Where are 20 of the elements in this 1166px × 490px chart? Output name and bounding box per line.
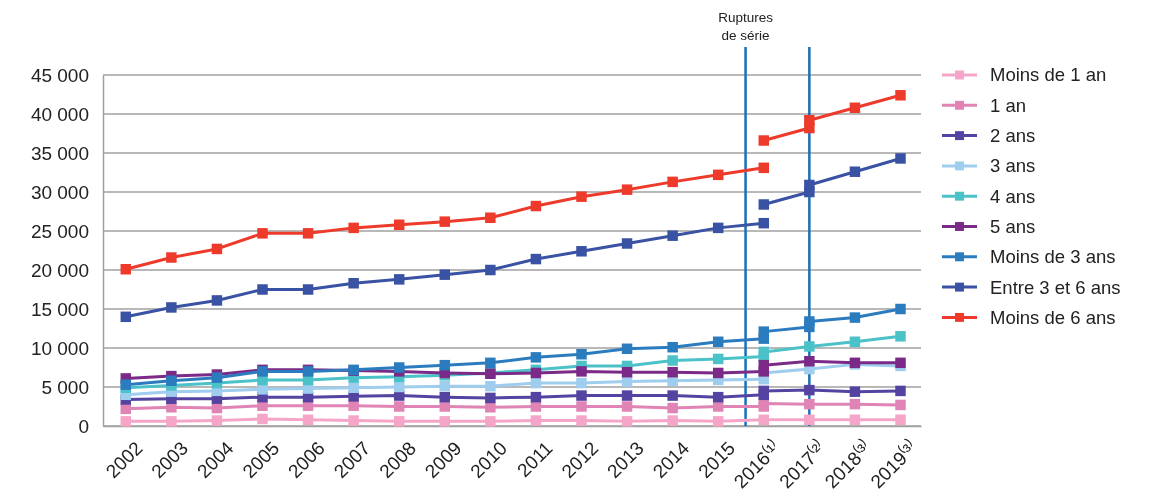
legend-label: 5 ans — [990, 215, 1036, 237]
y-tick-label: 45 000 — [30, 64, 89, 86]
y-tick-label: 25 000 — [30, 220, 89, 242]
legend-label: Moins de 1 an — [990, 64, 1107, 86]
y-tick-label: 20 000 — [30, 259, 89, 281]
y-tick-label: 10 000 — [30, 337, 89, 359]
legend-label: 1 an — [990, 94, 1027, 116]
legend-label: 2 ans — [990, 125, 1036, 147]
y-tick-label: 15 000 — [30, 298, 89, 320]
legend-label: Moins de 3 ans — [990, 246, 1116, 268]
y-tick-label: 35 000 — [30, 142, 89, 164]
legend-label: Moins de 6 ans — [990, 306, 1116, 328]
ref-line-label: Ruptures de série — [718, 10, 774, 43]
y-tick-label: 0 — [78, 415, 89, 437]
y-tick-label: 30 000 — [30, 181, 89, 203]
legend-label: 3 ans — [990, 155, 1036, 177]
y-tick-label: 40 000 — [30, 103, 89, 125]
y-tick-label: 5 000 — [41, 376, 89, 398]
legend-label: Entre 3 et 6 ans — [990, 276, 1121, 298]
legend-label: 4 ans — [990, 185, 1036, 207]
